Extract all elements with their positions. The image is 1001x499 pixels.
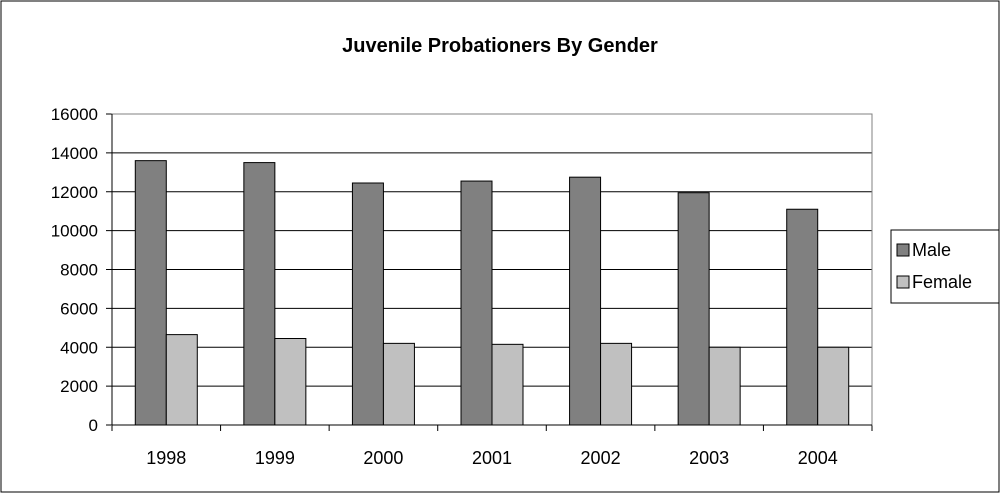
x-tick-label: 2002: [581, 448, 621, 468]
y-tick-label: 4000: [60, 338, 98, 357]
x-tick-label: 1998: [146, 448, 186, 468]
bar-male-1999: [243, 162, 276, 426]
bar-female-2003: [708, 346, 741, 426]
bar-male-2000: [351, 182, 384, 426]
legend-swatch-female: [896, 275, 910, 289]
y-tick-label: 16000: [51, 105, 98, 124]
y-tick-label: 10000: [51, 222, 98, 241]
y-tick-label: 8000: [60, 261, 98, 280]
legend-label-female: Female: [912, 272, 972, 292]
chart-title: Juvenile Probationers By Gender: [342, 35, 658, 57]
axes: 0 2000 4000 6000 8000 10000 12000 14000 16000 199…: [51, 105, 873, 468]
legend-box: [890, 229, 1000, 304]
y-tick-label: 0: [89, 416, 98, 435]
legend: Male Female: [890, 229, 1000, 304]
bar-male-2002: [569, 176, 602, 426]
x-tick-label: 2001: [472, 448, 512, 468]
x-tick-label: 2003: [689, 448, 729, 468]
legend-label-male: Male: [912, 240, 951, 260]
bar-female-1999: [274, 338, 307, 426]
bars: [134, 160, 850, 426]
bar-female-1998: [165, 334, 198, 426]
bar-male-2001: [460, 180, 493, 426]
bar-female-2000: [382, 342, 415, 426]
x-tick-label: 1999: [255, 448, 295, 468]
y-tick-label: 6000: [60, 299, 98, 318]
y-tick-label: 2000: [60, 377, 98, 396]
legend-swatch-male: [896, 243, 910, 257]
bar-female-2001: [491, 343, 524, 426]
bar-male-2004: [786, 208, 819, 426]
x-tick-label: 2000: [363, 448, 403, 468]
y-tick-label: 14000: [51, 144, 98, 163]
bar-male-1998: [134, 160, 167, 426]
bar-male-2003: [677, 192, 710, 426]
bar-female-2004: [817, 346, 850, 426]
x-tick-label: 2004: [798, 448, 838, 468]
bar-female-2002: [600, 342, 633, 426]
y-tick-label: 12000: [51, 183, 98, 202]
